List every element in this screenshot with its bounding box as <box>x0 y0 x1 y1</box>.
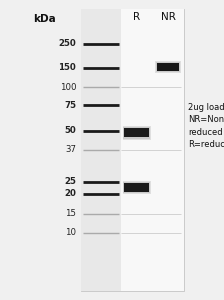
Text: 150: 150 <box>58 63 76 72</box>
FancyBboxPatch shape <box>152 9 184 291</box>
Text: 75: 75 <box>64 100 76 109</box>
Text: 20: 20 <box>64 189 76 198</box>
Text: 37: 37 <box>65 146 76 154</box>
FancyBboxPatch shape <box>155 61 181 73</box>
FancyBboxPatch shape <box>123 127 150 139</box>
Text: 25: 25 <box>64 177 76 186</box>
FancyBboxPatch shape <box>81 9 184 291</box>
FancyBboxPatch shape <box>121 9 152 291</box>
FancyBboxPatch shape <box>81 9 121 291</box>
Text: 10: 10 <box>65 228 76 237</box>
Text: 15: 15 <box>65 209 76 218</box>
FancyBboxPatch shape <box>156 62 180 72</box>
Text: 50: 50 <box>65 126 76 135</box>
Text: 2ug loading
NR=Non-
reduced
R=reduced: 2ug loading NR=Non- reduced R=reduced <box>188 103 224 149</box>
FancyBboxPatch shape <box>123 126 151 140</box>
Text: NR: NR <box>161 11 175 22</box>
FancyBboxPatch shape <box>123 181 151 194</box>
Text: 100: 100 <box>60 82 76 91</box>
FancyBboxPatch shape <box>124 128 149 137</box>
FancyBboxPatch shape <box>124 183 149 192</box>
FancyBboxPatch shape <box>123 182 150 193</box>
Text: 250: 250 <box>58 39 76 48</box>
Text: R: R <box>133 11 140 22</box>
FancyBboxPatch shape <box>157 63 179 71</box>
Text: kDa: kDa <box>33 14 56 25</box>
